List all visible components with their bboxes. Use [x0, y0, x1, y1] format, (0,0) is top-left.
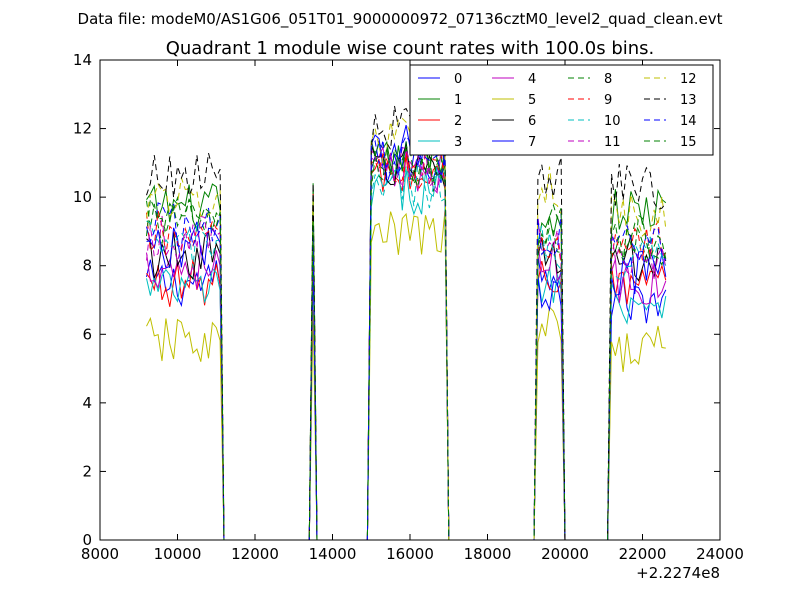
legend-label-2: 2: [454, 114, 462, 129]
x-tick-label: 10000: [154, 545, 202, 563]
y-tick-label: 12: [73, 120, 92, 138]
y-tick-label: 2: [82, 462, 92, 480]
data-file-suptitle: Data file: modeM0/AS1G06_051T01_90000009…: [78, 10, 723, 29]
y-tick-label: 6: [82, 325, 92, 343]
legend-label-0: 0: [454, 72, 462, 87]
legend-label-12: 12: [680, 72, 697, 87]
x-tick-label: 8000: [81, 545, 119, 563]
x-axis: 8000 10000 12000 14000 16000 18000 20000 22000 2…: [81, 60, 744, 563]
x-offset-label: +2.2274e8: [636, 564, 720, 582]
legend-label-6: 6: [528, 114, 536, 129]
y-tick-label: 0: [82, 531, 92, 549]
legend-label-9: 9: [604, 93, 612, 108]
legend-label-15: 15: [680, 135, 697, 150]
y-tick-label: 14: [73, 51, 92, 69]
chart-title: Quadrant 1 module wise count rates with …: [166, 38, 655, 59]
x-tick-label: 24000: [696, 545, 744, 563]
x-tick-label: 20000: [541, 545, 589, 563]
legend-label-10: 10: [604, 114, 621, 129]
legend-label-13: 13: [680, 93, 697, 108]
legend-label-4: 4: [528, 72, 536, 87]
legend-label-14: 14: [680, 114, 697, 129]
legend-label-1: 1: [454, 93, 462, 108]
x-tick-label: 14000: [309, 545, 357, 563]
x-tick-label: 18000: [464, 545, 512, 563]
legend-label-7: 7: [528, 135, 536, 150]
y-tick-label: 10: [73, 188, 92, 206]
legend-label-8: 8: [604, 72, 612, 87]
legend-frame: [409, 64, 714, 156]
y-tick-label: 8: [82, 257, 92, 275]
y-tick-label: 4: [82, 394, 92, 412]
legend-label-11: 11: [604, 135, 621, 150]
legend-label-3: 3: [454, 135, 462, 150]
x-tick-label: 12000: [231, 545, 279, 563]
legend-label-5: 5: [528, 93, 536, 108]
x-tick-label: 22000: [619, 545, 667, 563]
x-tick-label: 16000: [386, 545, 434, 563]
